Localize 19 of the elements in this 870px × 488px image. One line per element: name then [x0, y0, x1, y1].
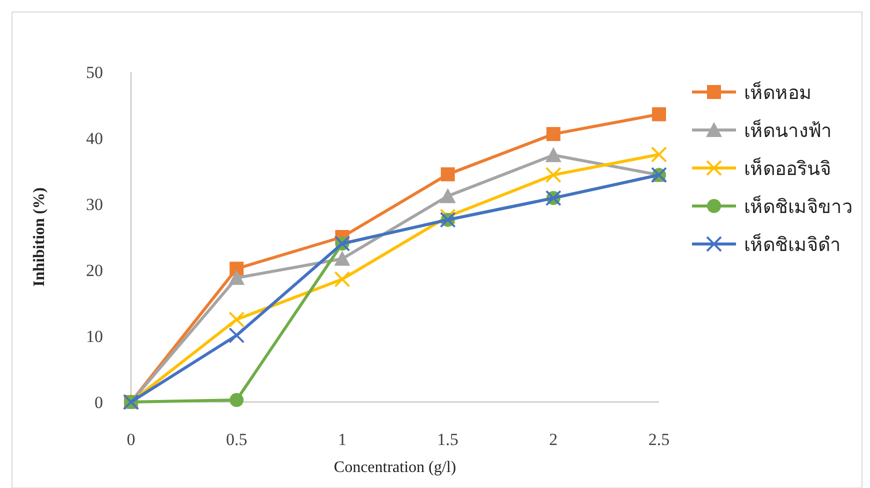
y-tick-label: 40 [86, 129, 103, 148]
legend-label: เห็ดหอม [744, 80, 812, 104]
y-tick-label: 30 [86, 195, 103, 214]
y-tick-label: 20 [86, 261, 103, 280]
x-tick-label: 0.5 [226, 430, 248, 449]
x-tick-label: 2 [549, 430, 558, 449]
x-tick-label: 1 [338, 430, 346, 449]
legend-label: เห็ดนางฟ้า [744, 118, 832, 142]
legend-label: เห็ดออรินจิ [744, 156, 831, 180]
x-tick-label: 2.5 [648, 430, 670, 449]
legend-label: เห็ดชิเมจิดำ [744, 232, 841, 256]
y-tick-label: 10 [86, 327, 103, 346]
x-axis-title: Concentration (g/l) [334, 459, 456, 476]
y-tick-label: 50 [86, 63, 103, 82]
y-tick-label: 0 [94, 393, 103, 412]
legend-label: เห็ดชิเมจิขาว [744, 194, 853, 218]
x-tick-label: 1.5 [437, 430, 458, 449]
y-axis-title: Inhibition (%) [31, 187, 48, 287]
x-tick-label: 0 [126, 430, 136, 449]
